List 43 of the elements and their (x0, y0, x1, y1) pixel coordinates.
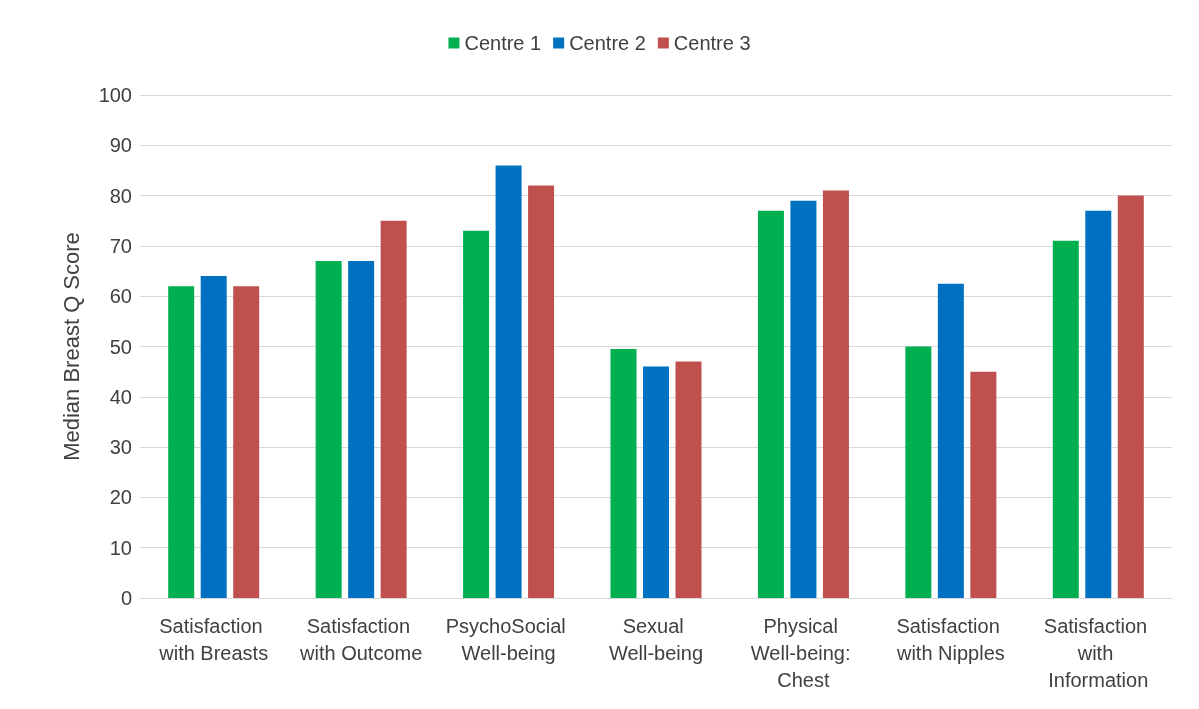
bar (1052, 240, 1079, 598)
y-tick-label: 100 (98, 84, 132, 106)
bar (380, 220, 407, 598)
bar (168, 286, 195, 598)
bar (937, 283, 964, 598)
y-tick-label: 60 (109, 285, 132, 308)
y-tick-label: 70 (109, 234, 132, 257)
y-tick-label: 10 (109, 536, 132, 559)
x-tick-label: PsychoSocial Well-being (445, 614, 572, 664)
y-tick-label: 90 (109, 134, 132, 157)
bar (643, 366, 669, 598)
bar (675, 361, 702, 598)
bar (233, 286, 260, 598)
bar (757, 210, 784, 598)
y-axis-title: Median Breast Q Score (58, 232, 84, 461)
y-tick-label: 30 (109, 436, 132, 459)
x-tick-label: Satisfaction with Nipples (895, 614, 1006, 664)
x-tick-label: Sexual Well-being (608, 614, 704, 664)
x-tick-label: Satisfaction with Information (1043, 614, 1153, 691)
bar (790, 200, 817, 598)
x-tick-label: Satisfaction with Breasts (158, 614, 269, 664)
bar (200, 276, 227, 598)
x-tick-label: Physical Well-being: Chest (750, 614, 857, 691)
bar (905, 346, 932, 598)
bar (1085, 210, 1112, 598)
bar (970, 371, 997, 598)
y-tick-label: 0 (120, 587, 132, 609)
bar (348, 260, 375, 598)
bar (315, 260, 342, 598)
bar (1117, 195, 1144, 598)
x-tick-label: Satisfaction with Outcome (299, 614, 423, 664)
legend-label: Centre 3 (673, 32, 751, 54)
bar (822, 190, 849, 598)
legend-label: Centre 2 (569, 32, 646, 54)
bar (463, 230, 490, 598)
legend-label: Centre 1 (464, 32, 542, 54)
y-tick-label: 20 (109, 486, 132, 509)
bar (610, 349, 637, 598)
y-tick-label: 40 (109, 385, 132, 408)
y-tick-label: 80 (109, 184, 132, 207)
bar (495, 165, 522, 598)
y-tick-label: 50 (109, 335, 132, 358)
bar (528, 185, 555, 598)
